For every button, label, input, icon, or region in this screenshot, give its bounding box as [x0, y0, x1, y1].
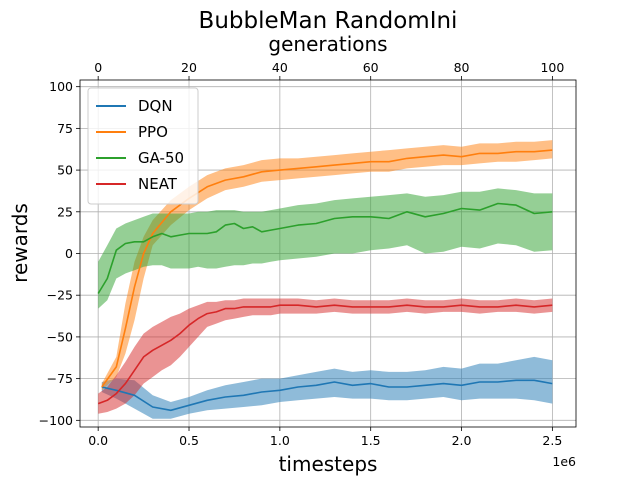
ga-50-line: [97, 202, 553, 294]
x-tick-label: 2.0: [452, 433, 472, 448]
confidence-bands: [98, 140, 553, 419]
axes: 0.0 0.5 1.0 1.5 2.0 2.5 −100 −75 −50 −25 0 25 50 75 10…: [39, 60, 577, 448]
neat-band: [98, 298, 553, 414]
y-tick-label: −50: [47, 329, 73, 344]
secondary-x-tick-label: 60: [363, 60, 379, 75]
secondary-x-tick-label: 20: [181, 60, 197, 75]
x-offset-label: 1e6: [552, 454, 576, 469]
y-tick-label: −75: [47, 371, 73, 386]
secondary-x-tick-label: 0: [94, 60, 102, 75]
x-tick-label: 2.5: [542, 433, 562, 448]
plot-frame: [79, 79, 577, 428]
secondary-x-tick-label: 100: [540, 60, 564, 75]
secondary-x-axis-label: generations: [268, 32, 387, 56]
y-tick-label: 25: [57, 204, 73, 219]
x-tick-label: 1.5: [361, 433, 381, 448]
ga-50-band: [98, 188, 553, 309]
y-tick-label: 50: [57, 163, 73, 178]
ppo-line: [101, 149, 553, 388]
x-tick-label: 0.5: [179, 433, 199, 448]
legend-label-ga-50: GA-50: [138, 149, 184, 167]
legend: DQN PPO GA-50 NEAT: [87, 87, 199, 205]
dqn-band: [101, 356, 553, 419]
x-tick-label: 0.0: [88, 433, 108, 448]
neat-line: [97, 304, 553, 405]
y-tick-label: 75: [57, 121, 73, 136]
secondary-x-tick-label: 80: [454, 60, 470, 75]
y-axis-label: rewards: [8, 203, 32, 283]
y-tick-label: −25: [47, 288, 73, 303]
chart-title: BubbleMan RandomIni: [199, 8, 458, 34]
legend-label-dqn: DQN: [138, 97, 173, 115]
secondary-x-tick-label: 40: [272, 60, 288, 75]
series-lines: [97, 149, 553, 412]
legend-label-ppo: PPO: [138, 123, 168, 141]
y-tick-label: 100: [49, 79, 73, 94]
dqn-line: [101, 379, 553, 412]
legend-box: [87, 87, 199, 205]
y-tick-label: −100: [39, 413, 73, 428]
y-tick-label: 0: [65, 246, 73, 261]
x-tick-label: 1.0: [270, 433, 290, 448]
x-axis-label: timesteps: [279, 452, 378, 476]
legend-label-neat: NEAT: [138, 175, 178, 193]
